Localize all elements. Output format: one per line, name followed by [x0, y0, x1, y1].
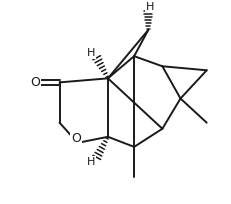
Text: H: H — [146, 2, 154, 12]
Text: H: H — [86, 48, 94, 58]
Text: O: O — [70, 132, 80, 145]
Text: O: O — [30, 76, 40, 89]
Text: H: H — [86, 157, 94, 167]
